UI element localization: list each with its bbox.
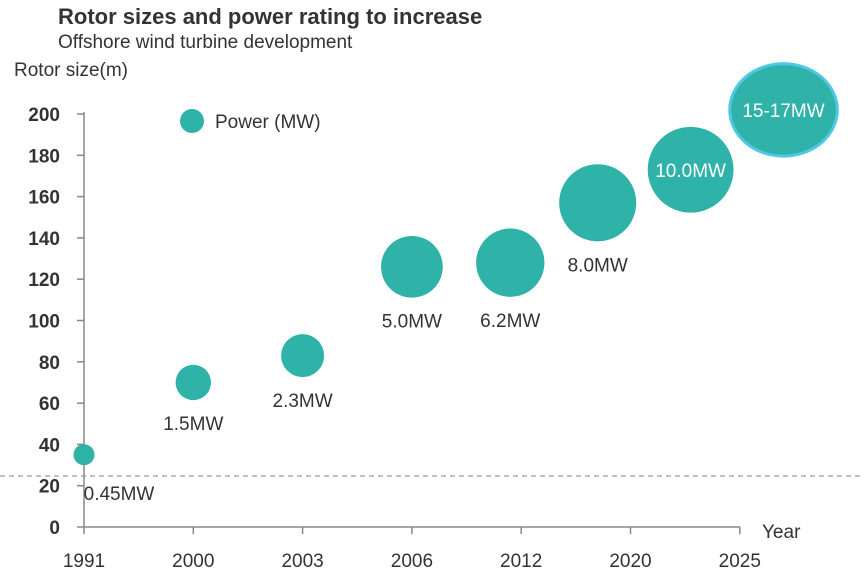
- x-axis-label: Year: [762, 522, 801, 543]
- y-tick-label: 80: [39, 353, 60, 374]
- x-tick-label: 2000: [172, 551, 214, 572]
- bubbles: 0.45MW 1.5MW 2.3MW 5.0MW 6.2MW 8.0MW 10.0MW 15-…: [73, 62, 839, 505]
- chart-title: Rotor sizes and power rating to increase: [58, 4, 483, 29]
- axes: [0, 112, 864, 534]
- bubble-label: 2.3MW: [273, 391, 333, 412]
- y-tick-label: 200: [28, 105, 60, 126]
- bubble-2-3mw: [281, 334, 325, 378]
- y-tick-label: 20: [39, 477, 60, 498]
- tick-labels: 0 20 40 60 80 100 120 140 160 180 200 1991 2000 2003 2…: [28, 105, 801, 572]
- legend: Power (MW): [180, 109, 321, 133]
- y-tick-label: 180: [28, 146, 60, 167]
- bubble-1-5mw: [175, 364, 212, 401]
- bubble-label: 6.2MW: [480, 311, 540, 332]
- bubble-8-0mw: [559, 164, 637, 242]
- bubble-10-0mw: [647, 126, 734, 213]
- y-tick-label: 60: [39, 394, 60, 415]
- x-tick-label: 2006: [391, 551, 433, 572]
- y-tick-label: 160: [28, 188, 60, 209]
- bubble-label: 5.0MW: [382, 312, 442, 333]
- bubble-label: 1.5MW: [163, 414, 223, 435]
- legend-swatch: [180, 109, 204, 133]
- y-tick-label: 40: [39, 435, 60, 456]
- y-tick-label: 100: [28, 312, 60, 333]
- y-tick-label: 140: [28, 229, 60, 250]
- bubble-6-2mw: [476, 228, 545, 297]
- x-tick-label: 2012: [500, 551, 542, 572]
- x-tick-label: 2025: [719, 551, 761, 572]
- y-tick-label: 0: [49, 518, 60, 539]
- y-axis-label: Rotor size(m): [14, 60, 129, 81]
- x-tick-label: 1991: [63, 551, 105, 572]
- bubble-0-45mw: [73, 444, 95, 466]
- bubble-15-17mw: [728, 62, 839, 158]
- x-tick-label: 2020: [609, 551, 651, 572]
- bubble-5-0mw: [381, 235, 443, 298]
- bubble-label: 15-17MW: [742, 101, 824, 122]
- bubble-label: 8.0MW: [568, 255, 628, 276]
- bubble-label: 10.0MW: [655, 161, 726, 182]
- x-tick-label: 2003: [281, 551, 323, 572]
- legend-label: Power (MW): [215, 112, 321, 133]
- y-tick-label: 120: [28, 270, 60, 291]
- chart-subtitle: Offshore wind turbine development: [58, 32, 353, 53]
- bubble-label: 0.45MW: [84, 484, 155, 505]
